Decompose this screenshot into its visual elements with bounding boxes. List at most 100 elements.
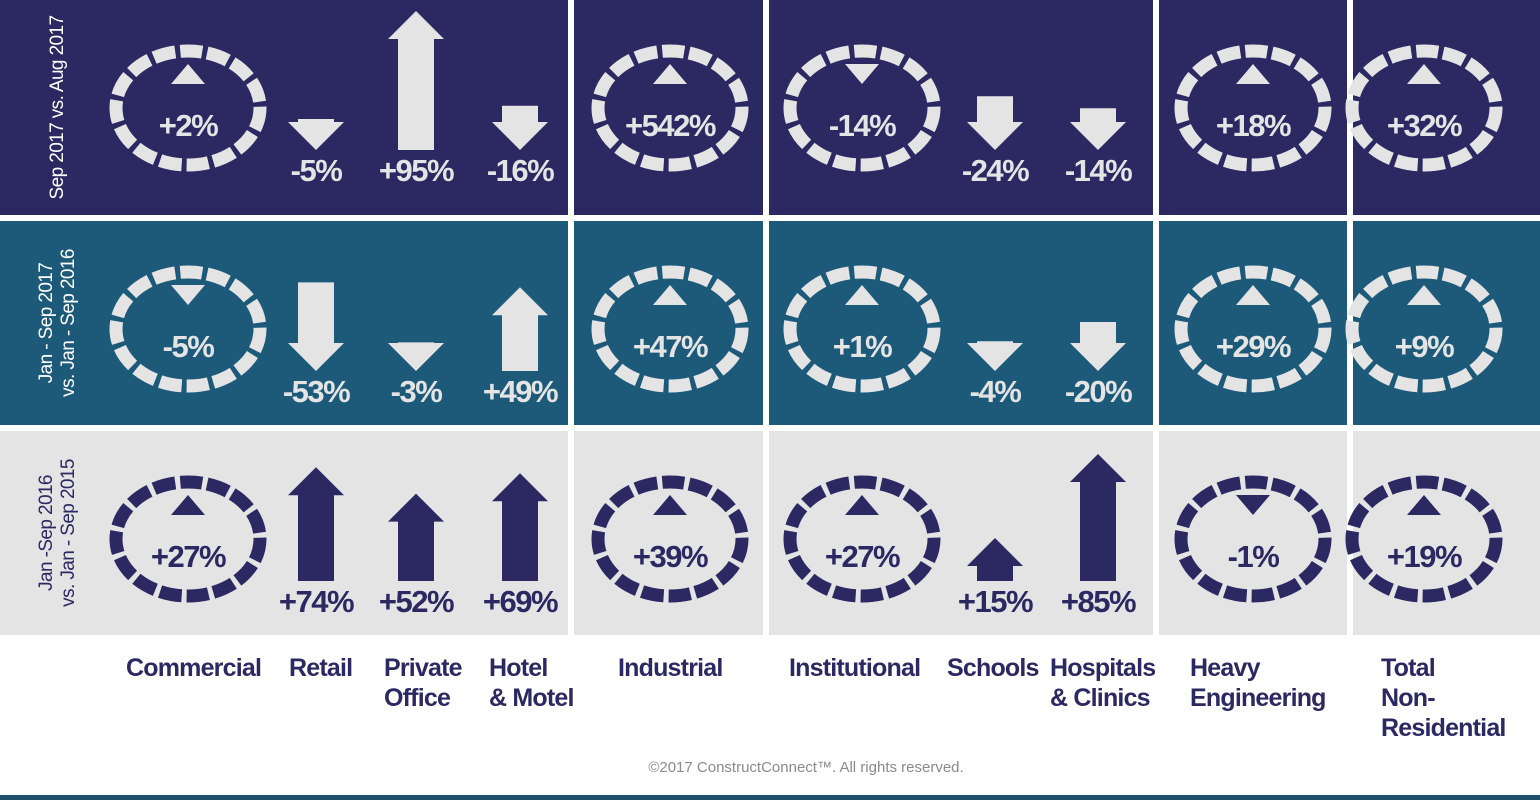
- separator: [1153, 431, 1159, 635]
- change-label: +18%: [1216, 108, 1291, 143]
- change-label: +95%: [379, 153, 454, 188]
- separator: [568, 0, 574, 215]
- arrow: [388, 11, 444, 150]
- change-label: +47%: [633, 329, 708, 364]
- arrow: [492, 473, 548, 581]
- direction-triangle: [1236, 495, 1270, 515]
- category-label: Industrial: [618, 654, 723, 682]
- change-label: +27%: [825, 539, 900, 574]
- change-label: -16%: [487, 153, 554, 188]
- row-label: Jan -Sep 2016: [36, 475, 57, 591]
- separator: [763, 0, 769, 215]
- category-label: Retail: [289, 654, 352, 682]
- separator: [763, 431, 769, 635]
- row-label: vs. Jan - Sep 2015: [58, 459, 79, 607]
- category-label: Residential: [1381, 714, 1506, 742]
- category-label: Heavy: [1190, 654, 1261, 682]
- arrow: [388, 493, 444, 581]
- direction-triangle: [171, 495, 205, 515]
- arrow: [288, 467, 344, 581]
- row-label: vs. Jan - Sep 2016: [58, 249, 79, 397]
- arrow: [1070, 108, 1126, 150]
- separator: [763, 221, 769, 425]
- ring: [109, 475, 267, 603]
- separator: [568, 431, 574, 635]
- change-label: -5%: [291, 153, 343, 188]
- direction-triangle: [653, 285, 687, 305]
- category-label: Hotel: [489, 654, 548, 682]
- arrow: [288, 119, 344, 150]
- arrow: [388, 342, 444, 371]
- category-label: Institutional: [789, 654, 920, 682]
- ring: [591, 44, 749, 172]
- category-label: Total: [1381, 654, 1435, 682]
- change-label: +19%: [1387, 539, 1462, 574]
- direction-triangle: [845, 64, 879, 84]
- arrow: [492, 105, 548, 150]
- direction-triangle: [1407, 64, 1441, 84]
- separator: [1153, 0, 1159, 215]
- category-label: & Motel: [489, 684, 574, 712]
- change-label: -5%: [163, 329, 215, 364]
- change-label: +52%: [379, 584, 454, 619]
- ring: [783, 44, 941, 172]
- ring: [109, 265, 267, 393]
- change-label: -14%: [1065, 153, 1132, 188]
- category-label: Commercial: [126, 654, 261, 682]
- row-band: [0, 0, 1540, 215]
- ring: [1345, 265, 1503, 393]
- change-label: +15%: [958, 584, 1033, 619]
- ring: [1345, 475, 1503, 603]
- ring: [591, 265, 749, 393]
- category-label: Hospitals: [1050, 654, 1155, 682]
- change-label: +542%: [625, 108, 716, 143]
- change-label: +39%: [633, 539, 708, 574]
- category-label: Office: [384, 684, 451, 712]
- change-label: +29%: [1216, 329, 1291, 364]
- change-label: -4%: [970, 374, 1022, 409]
- direction-triangle: [171, 64, 205, 84]
- change-label: +74%: [279, 584, 354, 619]
- direction-triangle: [171, 285, 205, 305]
- separator: [1153, 221, 1159, 425]
- change-label: -3%: [391, 374, 443, 409]
- row-band: [0, 431, 1540, 635]
- row-label: Sep 2017 vs. Aug 2017: [47, 16, 68, 200]
- direction-triangle: [845, 285, 879, 305]
- category-label: Non-: [1381, 684, 1435, 712]
- direction-triangle: [1236, 64, 1270, 84]
- direction-triangle: [845, 495, 879, 515]
- change-label: +49%: [483, 374, 558, 409]
- arrow: [492, 287, 548, 371]
- arrow: [967, 538, 1023, 581]
- category-label: & Clinics: [1050, 684, 1150, 712]
- ring: [1174, 475, 1332, 603]
- change-label: -24%: [962, 153, 1029, 188]
- change-label: -1%: [1228, 539, 1280, 574]
- category-label: Schools: [947, 654, 1039, 682]
- direction-triangle: [653, 495, 687, 515]
- arrow: [967, 341, 1023, 371]
- ring: [783, 265, 941, 393]
- change-label: -14%: [829, 108, 896, 143]
- category-label: Private: [384, 654, 463, 682]
- ring: [109, 44, 267, 172]
- direction-triangle: [1407, 285, 1441, 305]
- row-band: [0, 221, 1540, 425]
- change-label: -53%: [283, 374, 350, 409]
- arrow: [1070, 454, 1126, 581]
- direction-triangle: [1236, 285, 1270, 305]
- change-label: +27%: [151, 539, 226, 574]
- ring: [783, 475, 941, 603]
- row-label: Jan - Sep 2017: [36, 263, 57, 384]
- direction-triangle: [1407, 495, 1441, 515]
- change-label: +69%: [483, 584, 558, 619]
- ring: [1174, 265, 1332, 393]
- change-label: +32%: [1387, 108, 1462, 143]
- ring: [591, 475, 749, 603]
- arrow: [288, 282, 344, 371]
- direction-triangle: [653, 64, 687, 84]
- arrow: [967, 96, 1023, 150]
- ring: [1174, 44, 1332, 172]
- ring: [1345, 44, 1503, 172]
